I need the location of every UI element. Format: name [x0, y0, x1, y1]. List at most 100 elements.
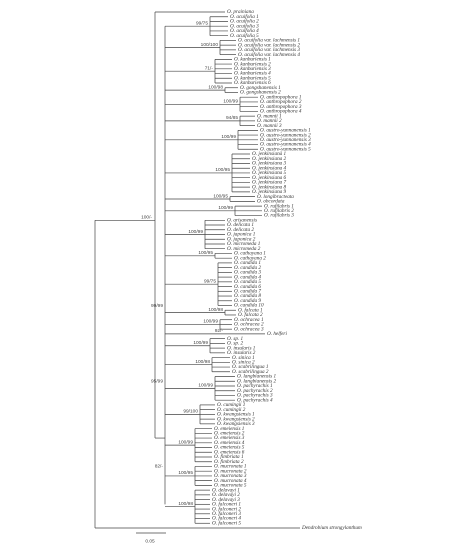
leaf-label: O. acuifolia 1 — [230, 13, 259, 20]
leaf-label: O. insularis 2 — [227, 350, 256, 356]
leaf-label: O. rufilabris 3 — [264, 212, 294, 219]
leaf-label: O. falconeri 2 — [212, 505, 241, 512]
leaf-label: O. candida 8 — [234, 293, 261, 299]
leaf-label: O. sp. 1 — [227, 336, 244, 342]
leaf-label: O. cumingii 2 — [217, 407, 246, 413]
leaf-label: O. mucronata 5 — [214, 483, 247, 489]
leaf-label: O. falconeri 4 — [212, 515, 241, 522]
leaf-label: O. delavayi 1 — [212, 487, 240, 493]
leaf-label: O. acuifolia 4 — [230, 27, 259, 34]
leaf-label: O. pachyrachis 1 — [237, 383, 273, 389]
leaf-label: O. ochracea 3 — [234, 326, 264, 332]
leaf-label: O. prainiana — [227, 9, 254, 15]
leaf-label: O. austro-yunnanensis 4 — [260, 141, 311, 148]
support-label: 95/99 — [151, 379, 163, 385]
leaf-label: O. sinica 2 — [232, 359, 255, 365]
leaf-label: O. cathayana 1 — [234, 251, 266, 257]
leaf-label: O. helferi — [267, 330, 287, 337]
leaf-label: O. falconeri 1 — [212, 501, 241, 508]
leaf-label: O. scabrilingua 2 — [232, 369, 269, 375]
leaf-label: O. jenkinsiana 1 — [252, 151, 287, 157]
leaf-label: O. candida 3 — [234, 270, 261, 276]
leaf-label: O. kanburiensis 6 — [234, 80, 271, 86]
leaf-label: O. arisanensis — [227, 217, 257, 223]
leaf-label: O. candida 5 — [234, 279, 261, 285]
leaf-label: O. obcordata — [257, 199, 285, 205]
leaf-label: O. candida 2 — [234, 265, 261, 271]
support-label: 100/99 — [188, 229, 203, 235]
support-label: 99/99 — [151, 303, 163, 309]
support-label: 100/98 — [208, 307, 223, 313]
support-label: 100/95 — [215, 167, 230, 173]
leaf-label: O. kanburiensis 4 — [234, 70, 271, 77]
leaf-label: O. rufilabris 2 — [264, 207, 294, 214]
support-label: 99/75 — [204, 278, 216, 284]
leaf-label: O. falcata 2 — [238, 311, 263, 318]
leaf-label: O. jenkinsiana 5 — [252, 170, 287, 176]
leaf-label: O. kwangsiensis 1 — [217, 412, 255, 418]
support-label: 100/- — [141, 215, 152, 221]
leaf-label: O. mucronata 3 — [214, 473, 247, 479]
leaf-label: O. acuifolia 5 — [230, 32, 259, 39]
leaf-label: O. emeiensis 2 — [214, 431, 245, 437]
leaf-label: O. mannii 3 — [257, 123, 282, 129]
leaf-label: O. emeiensis 4 — [214, 439, 245, 446]
support-label: 100/100 — [201, 42, 219, 48]
leaf-label: O. candida 6 — [234, 284, 261, 290]
leaf-label: O. micromeda 1 — [227, 241, 261, 247]
leaf-label: O. anthropophora 3 — [260, 104, 302, 110]
support-label: 100/98 — [208, 84, 223, 90]
leaf-label: O. insularis 1 — [227, 345, 256, 351]
support-label: 92/- — [215, 328, 224, 334]
leaf-label: O. ochracea 1 — [234, 317, 264, 323]
leaf-label: O. acuifolia var. lachmensis 4 — [238, 51, 300, 58]
support-label: 100/95 — [178, 470, 193, 476]
support-label: 100/95 — [198, 250, 213, 256]
leaf-label: O. kanburiensis 2 — [234, 61, 271, 67]
leaf-label: O. mucronata 4 — [214, 477, 247, 484]
leaf-label: O. pachyrachis 4 — [237, 396, 273, 403]
leaf-label: O. kanburiensis 5 — [234, 75, 271, 81]
leaf-label: O. kwangsiensis 3 — [217, 421, 255, 427]
leaf-label: O. gongshanensis 1 — [240, 85, 281, 91]
leaf-label: O. falconeri 3 — [212, 510, 241, 517]
support-label: 100/99 — [223, 99, 238, 105]
leaf-label: O. delavayi 2 — [212, 492, 240, 498]
leaf-label: O. anthropophora 2 — [260, 99, 302, 105]
leaf-label: O. jenkinsiana 4 — [252, 164, 287, 171]
leaf-label: O. cumingii 1 — [217, 402, 246, 408]
leaf-label: O. langbianensis 1 — [237, 374, 276, 380]
leaf-label: O. delavayi 3 — [212, 497, 240, 503]
leaf-label: O. jenkinsiana 7 — [252, 180, 287, 186]
leaf-label: O. kanburiensis 3 — [234, 66, 271, 72]
support-label: 99/75 — [196, 20, 208, 26]
leaf-label: O. acuifolia var. lachmensis 1 — [238, 37, 300, 44]
leaf-label: O. candida 9 — [234, 298, 261, 304]
leaf-label: O. mucronata 1 — [214, 464, 247, 470]
leaf-label: O. acuifolia var. lachmensis 2 — [238, 41, 300, 48]
support-label: 99/100 — [183, 409, 198, 415]
leaf-label: O. falconeri 5 — [212, 519, 241, 526]
leaf-label: O. mucronata 2 — [214, 468, 247, 474]
leaf-label: O. jenkinsiana 8 — [252, 184, 287, 190]
leaf-label: O. falcata 1 — [238, 306, 263, 313]
leaf-label: O. emeiensis 3 — [214, 435, 245, 441]
leaf-label: O. fimbriata 2 — [214, 458, 244, 465]
leaf-label: O. cathayana 2 — [234, 255, 266, 261]
leaf-label: O. scabrilingua 1 — [232, 364, 269, 370]
leaf-label: O. micromeda 2 — [227, 246, 261, 252]
leaf-label: O. mannii 2 — [257, 118, 282, 124]
leaf-label: O. rufilabris 1 — [264, 202, 294, 209]
leaf-label: O. jenkinsiana 9 — [252, 189, 287, 195]
leaf-label: O. sp. 2 — [227, 341, 244, 347]
leaf-label: Dendrobium strongylanthum — [301, 525, 362, 531]
leaf-label: O. gongshanensis 2 — [240, 90, 281, 96]
leaf-label: O. sinica 1 — [232, 355, 255, 361]
leaf-label: O. jenkinsiana 3 — [252, 161, 287, 167]
support-label: 94/85 — [226, 115, 238, 121]
support-label: 100/99 — [193, 340, 208, 346]
leaf-label: O. kwangsiensis 2 — [217, 416, 255, 422]
scale-label: 0.05 — [145, 538, 155, 544]
leaf-label: O. ochracea 2 — [234, 322, 264, 328]
leaf-label: O. anthropophora 1 — [260, 94, 302, 100]
